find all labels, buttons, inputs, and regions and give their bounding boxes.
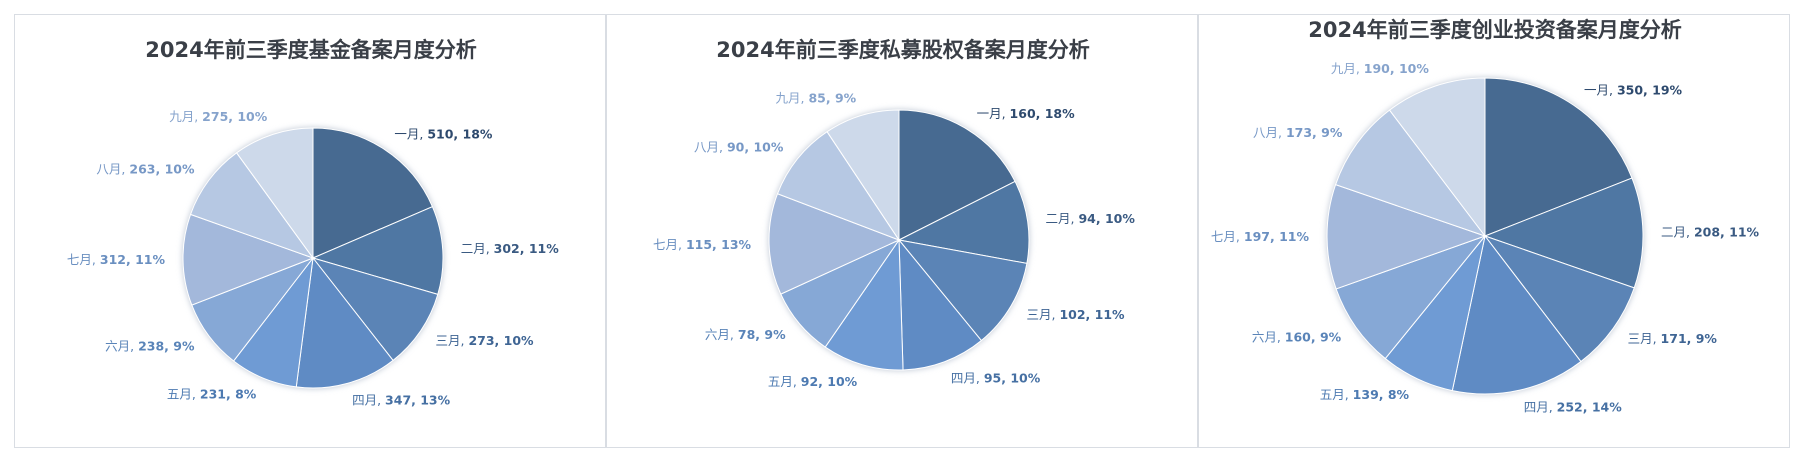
pie-slice <box>1334 109 1487 238</box>
pie-slice <box>1484 77 1633 237</box>
pie-slice <box>1451 234 1582 395</box>
slice-data-label: 一月, 160, 18% <box>977 106 1076 121</box>
slice-data-label: 九月, 275, 10% <box>169 109 268 124</box>
pie-slice <box>776 131 901 242</box>
pie-slice <box>312 127 434 259</box>
pie-slice <box>898 109 1016 241</box>
pie-slice <box>897 239 1028 342</box>
pie-slice <box>1483 234 1635 363</box>
slice-data-label: 七月, 312, 11% <box>67 252 166 267</box>
pie-slice <box>898 238 983 371</box>
pie-slice <box>826 109 900 242</box>
pie-slice <box>311 206 444 296</box>
slice-data-label: 六月, 160, 9% <box>1252 330 1342 345</box>
slice-data-label: 六月, 238, 9% <box>105 339 195 354</box>
slice-data-label: 一月, 510, 18% <box>394 126 493 141</box>
chart-title: 2024年前三季度创业投资备案月度分析 <box>1308 18 1681 42</box>
slice-data-label: 一月, 350, 19% <box>1584 83 1683 98</box>
pie-slice <box>824 238 904 371</box>
fund-pie-chart: 2024年前三季度基金备案月度分析 一月, 510, 18% 二月, 302, 1… <box>67 38 560 408</box>
venture-capital-pie-chart: 2024年前三季度创业投资备案月度分析 一月, 350, 19% 二月, 208,… <box>1211 18 1760 415</box>
slice-data-label: 五月, 231, 8% <box>167 387 257 402</box>
slice-data-label: 七月, 197, 11% <box>1211 229 1310 244</box>
pie-slice <box>182 213 315 306</box>
slice-data-label: 九月, 85, 9% <box>776 90 857 105</box>
private-equity-pie-panel: 2024年前三季度私募股权备案月度分析 一月, 160, 18% 二月, 94, … <box>606 14 1198 448</box>
slice-data-label: 六月, 78, 9% <box>705 327 786 342</box>
slice-data-label: 四月, 95, 10% <box>951 371 1041 386</box>
fund-pie-panel: 2024年前三季度基金备案月度分析 一月, 510, 18% 二月, 302, 1… <box>14 14 606 448</box>
pie-slice <box>768 193 901 295</box>
slice-data-label: 八月, 263, 10% <box>96 161 195 176</box>
slice-data-label: 三月, 273, 10% <box>436 333 535 348</box>
slice-data-label: 五月, 92, 10% <box>768 374 858 389</box>
pie-slice <box>897 180 1030 264</box>
slice-data-label: 五月, 139, 8% <box>1320 387 1410 402</box>
slice-data-label: 八月, 90, 10% <box>694 140 784 155</box>
slice-data-label: 八月, 173, 9% <box>1253 125 1343 140</box>
slice-data-label: 二月, 94, 10% <box>1046 211 1136 226</box>
pie-slice <box>1483 177 1644 289</box>
slice-data-label: 三月, 102, 11% <box>1027 307 1126 322</box>
venture-capital-pie-panel: 2024年前三季度创业投资备案月度分析 一月, 350, 19% 二月, 208,… <box>1198 14 1790 448</box>
slice-data-label: 二月, 208, 11% <box>1661 224 1760 239</box>
slice-data-label: 九月, 190, 10% <box>1331 61 1430 76</box>
pie-slice <box>1335 234 1487 360</box>
private-equity-pie-chart: 2024年前三季度私募股权备案月度分析 一月, 160, 18% 二月, 94, … <box>653 38 1136 389</box>
pie-slice <box>295 256 394 389</box>
chart-title: 2024年前三季度基金备案月度分析 <box>145 38 476 62</box>
pie-slice <box>189 152 315 260</box>
chart-title: 2024年前三季度私募股权备案月度分析 <box>716 38 1089 62</box>
pie-slice <box>235 127 314 260</box>
slice-data-label: 七月, 115, 13% <box>653 237 752 252</box>
slice-data-label: 二月, 302, 11% <box>461 241 560 256</box>
pie-slice <box>1388 77 1486 238</box>
pie-slice <box>1326 183 1487 290</box>
pie-slice <box>311 257 439 362</box>
slice-data-label: 四月, 347, 13% <box>352 393 451 408</box>
slice-data-label: 三月, 171, 9% <box>1628 331 1718 346</box>
slice-data-label: 四月, 252, 14% <box>1524 400 1623 415</box>
